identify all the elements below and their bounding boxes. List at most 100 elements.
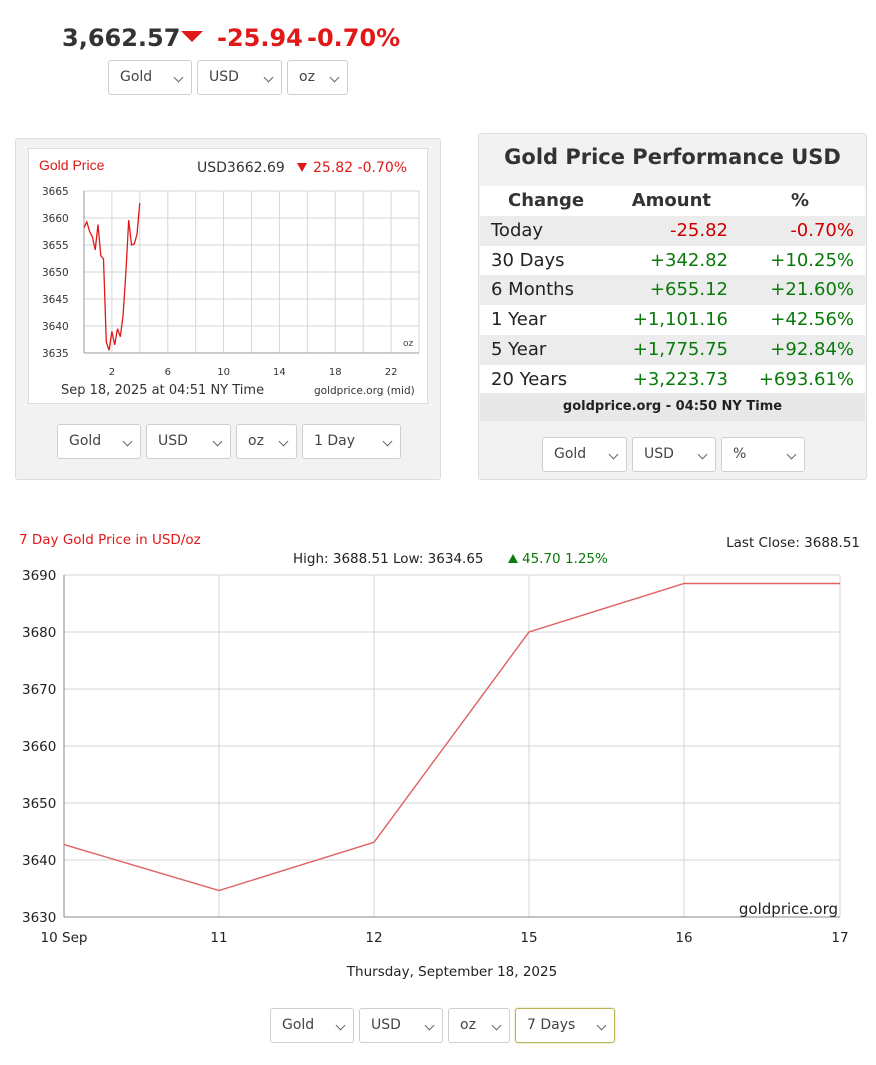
select-value: Gold — [282, 1017, 315, 1033]
chevron-down-icon — [424, 1020, 435, 1031]
y-tick-label: 3670 — [22, 682, 56, 698]
header-unit-select[interactable]: oz — [287, 60, 348, 95]
mini-y-tick-label: 3635 — [42, 348, 69, 360]
chevron-down-icon — [491, 1020, 502, 1031]
row-percent: +21.60% — [770, 279, 854, 301]
perf-currency-select[interactable]: USD — [632, 437, 716, 472]
select-value: USD — [371, 1017, 401, 1033]
mini-chart-source: goldprice.org (mid) — [314, 385, 415, 397]
seven-day-chart-frame: 7 Day Gold Price in USD/oz Last Close: 3… — [0, 520, 876, 990]
chevron-down-icon — [596, 1020, 607, 1031]
perf-mode-select[interactable]: % — [721, 437, 805, 472]
row-percent: -0.70% — [790, 219, 854, 241]
row-period: 6 Months — [491, 279, 574, 301]
header-change: Change — [508, 190, 585, 211]
mini-y-tick-label: 3660 — [42, 213, 69, 225]
performance-table: Change Amount % Today -25.82 -0.70% 30 D… — [480, 186, 865, 395]
table-row: Today -25.82 -0.70% — [480, 215, 865, 246]
row-amount: +3,223.73 — [632, 368, 728, 390]
header-price: 3,662.57 — [62, 24, 181, 52]
chevron-down-icon — [212, 436, 223, 447]
watermark: goldprice.org — [739, 900, 838, 918]
mini-chart-change: 25.82 -0.70% — [313, 160, 407, 176]
chevron-down-icon — [263, 72, 274, 83]
down-arrow-icon — [181, 31, 203, 42]
mini-chart-title: Gold Price — [39, 157, 105, 173]
y-tick-label: 3640 — [22, 853, 56, 869]
select-value: Gold — [69, 433, 102, 449]
select-value: oz — [248, 433, 264, 449]
chevron-down-icon — [786, 449, 797, 460]
performance-title: Gold Price Performance USD — [504, 145, 841, 169]
seven-day-currency-select[interactable]: USD — [359, 1008, 443, 1043]
y-tick-label: 3630 — [22, 910, 56, 926]
x-tick-label: 16 — [675, 930, 692, 946]
mini-y-tick-label: 3655 — [42, 240, 69, 252]
last-close-label: Last Close: 3688.51 — [726, 535, 860, 551]
mini-unit-label: oz — [403, 339, 414, 349]
mini-chart: Gold Price USD3662.69 25.82 -0.70% 3665 3… — [39, 157, 420, 398]
table-row: 20 Years +3,223.73 +693.61% — [480, 364, 865, 395]
seven-day-price-line — [63, 582, 840, 892]
header-change: -25.94 — [217, 24, 303, 52]
mini-range-select[interactable]: 1 Day — [302, 424, 401, 459]
row-amount: +1,775.75 — [632, 338, 728, 360]
mini-metal-select[interactable]: Gold — [57, 424, 141, 459]
header-metal-select[interactable]: Gold — [108, 60, 192, 95]
performance-header-row: Change Amount % — [480, 186, 865, 216]
y-tick-label: 3660 — [22, 739, 56, 755]
chevron-down-icon — [122, 436, 133, 447]
mini-chart-frame: Gold Price USD3662.69 25.82 -0.70% 3665 3… — [28, 148, 428, 404]
seven-day-chart: 7 Day Gold Price in USD/oz Last Close: 3… — [19, 532, 860, 980]
seven-day-title: 7 Day Gold Price in USD/oz — [19, 532, 201, 548]
mini-x-tick-label: 14 — [273, 367, 286, 378]
header-currency-select[interactable]: USD — [197, 60, 282, 95]
y-tick-label: 3680 — [22, 625, 56, 641]
y-tick-label: 3690 — [22, 568, 56, 584]
perf-metal-select[interactable]: Gold — [542, 437, 627, 472]
table-row: 5 Year +1,775.75 +92.84% — [480, 334, 865, 365]
row-period: 5 Year — [491, 338, 547, 360]
mini-y-tick-label: 3665 — [42, 186, 69, 198]
x-tick-label: 17 — [831, 930, 848, 946]
x-tick-label: 12 — [365, 930, 382, 946]
seven-day-unit-select[interactable]: oz — [448, 1008, 510, 1043]
table-row: 6 Months +655.12 +21.60% — [480, 275, 865, 306]
chevron-down-icon — [697, 449, 708, 460]
chevron-down-icon — [329, 72, 340, 83]
chevron-down-icon — [335, 1020, 346, 1031]
select-value: USD — [158, 433, 188, 449]
mini-x-tick-label: 2 — [109, 367, 115, 378]
row-percent: +10.25% — [770, 249, 854, 271]
row-amount: -25.82 — [669, 219, 728, 241]
stats-change: 45.70 1.25% — [522, 551, 608, 567]
performance-source: goldprice.org - 04:50 NY Time — [480, 393, 865, 421]
x-tick-label: 15 — [520, 930, 537, 946]
seven-day-range-select[interactable]: 7 Days — [515, 1008, 615, 1043]
select-value: Gold — [120, 69, 153, 85]
mini-y-tick-label: 3650 — [42, 267, 69, 279]
mini-y-tick-label: 3645 — [42, 294, 69, 306]
chevron-down-icon — [278, 436, 289, 447]
row-amount: +342.82 — [649, 249, 728, 271]
mini-x-tick-label: 6 — [165, 367, 171, 378]
x-tick-label: 11 — [210, 930, 227, 946]
date-label: Thursday, September 18, 2025 — [346, 964, 557, 980]
table-row: 1 Year +1,101.16 +42.56% — [480, 305, 865, 335]
seven-day-metal-select[interactable]: Gold — [270, 1008, 354, 1043]
mini-down-arrow-icon — [297, 163, 307, 172]
y-tick-label: 3650 — [22, 796, 56, 812]
row-amount: +655.12 — [649, 279, 728, 301]
mini-currency-select[interactable]: USD — [146, 424, 231, 459]
up-arrow-icon — [508, 554, 518, 563]
high-low-stats: High: 3688.51 Low: 3634.65 — [293, 551, 484, 567]
select-value: USD — [209, 69, 239, 85]
select-value: USD — [644, 446, 674, 462]
row-period: Today — [491, 219, 544, 241]
row-period: 1 Year — [491, 309, 547, 331]
select-value: % — [733, 446, 747, 462]
header-percent: % — [790, 190, 809, 211]
row-percent: +42.56% — [770, 309, 854, 331]
row-amount: +1,101.16 — [632, 309, 728, 331]
mini-unit-select[interactable]: oz — [236, 424, 297, 459]
